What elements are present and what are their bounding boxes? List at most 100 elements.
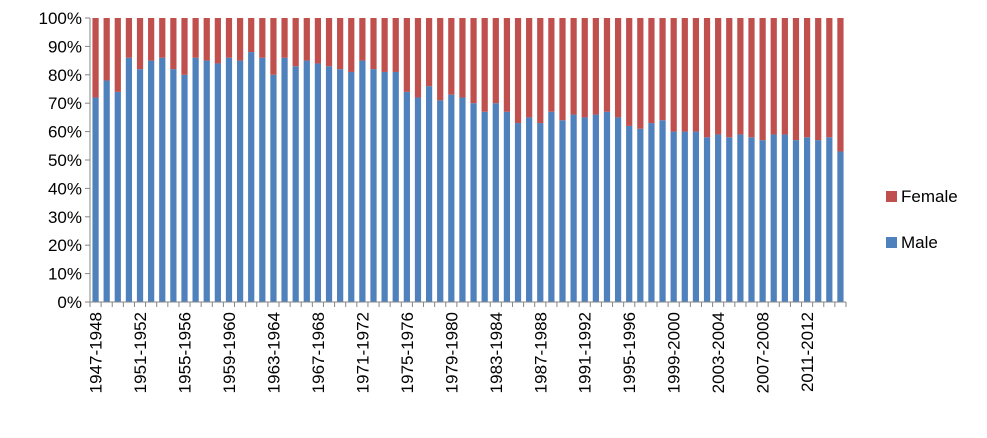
bar-female-1973-1974: [381, 18, 388, 72]
x-tick-label: 1955-1956: [176, 312, 195, 393]
bar-female-1950-1951: [125, 18, 133, 58]
y-tick-label: 30%: [48, 208, 82, 227]
bar-female-1987-1988: [537, 18, 544, 124]
legend: Female Male: [886, 187, 958, 252]
bar-female-1974-1975: [392, 18, 399, 72]
bar-male-1974-1975: [392, 71, 399, 303]
bar-male-1980-1981: [459, 97, 466, 303]
bar-female-1990-1991: [570, 18, 577, 115]
bar-male-1976-1977: [414, 97, 422, 303]
bar-male-2008-2009: [770, 134, 777, 302]
bar-female-1967-1968: [314, 18, 322, 64]
bar-female-1951-1952: [136, 18, 144, 70]
bar-male-1984-1985: [503, 111, 511, 302]
bar-male-2010-2011: [792, 140, 800, 302]
bar-male-1959-1960: [225, 57, 233, 303]
y-tick-label: 20%: [48, 236, 82, 255]
bar-male-1955-1956: [181, 74, 188, 302]
bar-female-1957-1958: [203, 18, 210, 61]
bar-female-1953-1954: [159, 18, 166, 58]
bar-male-1977-1978: [425, 86, 433, 302]
bar-male-1969-1970: [337, 69, 344, 303]
bar-male-1973-1974: [381, 71, 388, 303]
bar-male-2002-2003: [703, 137, 711, 302]
x-tick-label: 1975-1976: [398, 312, 417, 393]
bar-female-1983-1984: [492, 18, 499, 104]
bar-female-1966-1967: [303, 18, 310, 61]
bar-male-1966-1967: [303, 60, 310, 302]
bar-male-1954-1955: [170, 69, 177, 303]
bar-male-1991-1992: [581, 117, 588, 303]
bar-female-1982-1983: [481, 18, 488, 112]
x-tick-label: 1983-1984: [487, 312, 506, 393]
y-tick-label: 50%: [48, 151, 82, 170]
bar-male-2009-2010: [781, 134, 788, 302]
bar-male-1965-1966: [292, 66, 299, 302]
bar-female-1968-1969: [325, 18, 333, 67]
bar-male-1993-1994: [603, 111, 611, 302]
x-tick-label: 1999-2000: [665, 312, 684, 393]
bar-female-1958-1959: [214, 18, 221, 64]
y-tick-label: 60%: [48, 123, 82, 142]
bar-male-2001-2002: [692, 131, 700, 302]
bar-female-1971-1972: [359, 18, 366, 61]
y-tick-label: 100%: [39, 9, 82, 28]
x-tick-label: 1963-1964: [264, 312, 283, 393]
bar-female-1970-1971: [348, 18, 355, 72]
legend-label-female: Female: [901, 187, 958, 206]
bar-male-1992-1993: [592, 114, 599, 302]
bar-male-1947-1948: [92, 97, 99, 303]
x-tick-label: 1967-1968: [309, 312, 328, 393]
bar-male-2011-2012: [803, 137, 811, 302]
legend-swatch-male: [886, 237, 897, 248]
bar-female-1959-1960: [225, 18, 233, 58]
bar-female-2013-2014: [826, 18, 833, 138]
x-tick-label: 1947-1948: [87, 312, 106, 393]
bar-female-1985-1986: [514, 18, 522, 124]
bar-female-2008-2009: [770, 18, 777, 135]
bar-male-1998-1999: [659, 120, 666, 303]
bar-male-1982-1983: [481, 111, 488, 302]
bar-female-1984-1985: [503, 18, 511, 112]
y-tick-label: 10%: [48, 265, 82, 284]
bar-female-1991-1992: [581, 18, 588, 118]
bar-male-1972-1973: [370, 69, 377, 303]
bar-male-2004-2005: [726, 137, 733, 302]
bar-female-1947-1948: [92, 18, 99, 98]
bar-female-1989-1990: [559, 18, 566, 121]
bar-female-1965-1966: [292, 18, 299, 67]
bar-female-1956-1957: [192, 18, 199, 58]
bar-female-1993-1994: [603, 18, 611, 112]
bar-male-1983-1984: [492, 103, 499, 302]
legend-swatch-female: [886, 191, 897, 202]
bar-male-2005-2006: [737, 134, 744, 302]
bar-female-2011-2012: [803, 18, 811, 138]
y-tick-label: 0%: [57, 293, 82, 312]
bar-male-1968-1969: [325, 66, 333, 302]
bar-female-1997-1998: [648, 18, 655, 124]
bar-male-1985-1986: [514, 123, 522, 302]
bar-male-1957-1958: [203, 60, 210, 302]
x-tick-label: 1995-1996: [620, 312, 639, 393]
x-tick-label: 1959-1960: [220, 312, 239, 393]
x-tick-label: 1991-1992: [576, 312, 595, 393]
bar-female-2001-2002: [692, 18, 700, 132]
bar-male-1952-1953: [148, 60, 155, 302]
bar-female-1954-1955: [170, 18, 177, 70]
bar-male-1963-1964: [270, 74, 277, 302]
bar-male-1996-1997: [637, 128, 644, 302]
bar-female-1969-1970: [337, 18, 344, 70]
bar-female-1976-1977: [414, 18, 422, 98]
bar-female-1952-1953: [148, 18, 155, 61]
bar-male-2000-2001: [681, 131, 688, 302]
bar-female-1961-1962: [248, 18, 255, 53]
x-tick-label: 1987-1988: [531, 312, 550, 393]
bar-male-1979-1980: [448, 94, 455, 303]
y-tick-label: 70%: [48, 94, 82, 113]
bar-male-1981-1982: [470, 103, 477, 302]
bar-male-1990-1991: [570, 114, 577, 302]
bar-female-1996-1997: [637, 18, 644, 129]
bar-female-1986-1987: [526, 18, 533, 118]
bar-male-1995-1996: [626, 125, 633, 302]
